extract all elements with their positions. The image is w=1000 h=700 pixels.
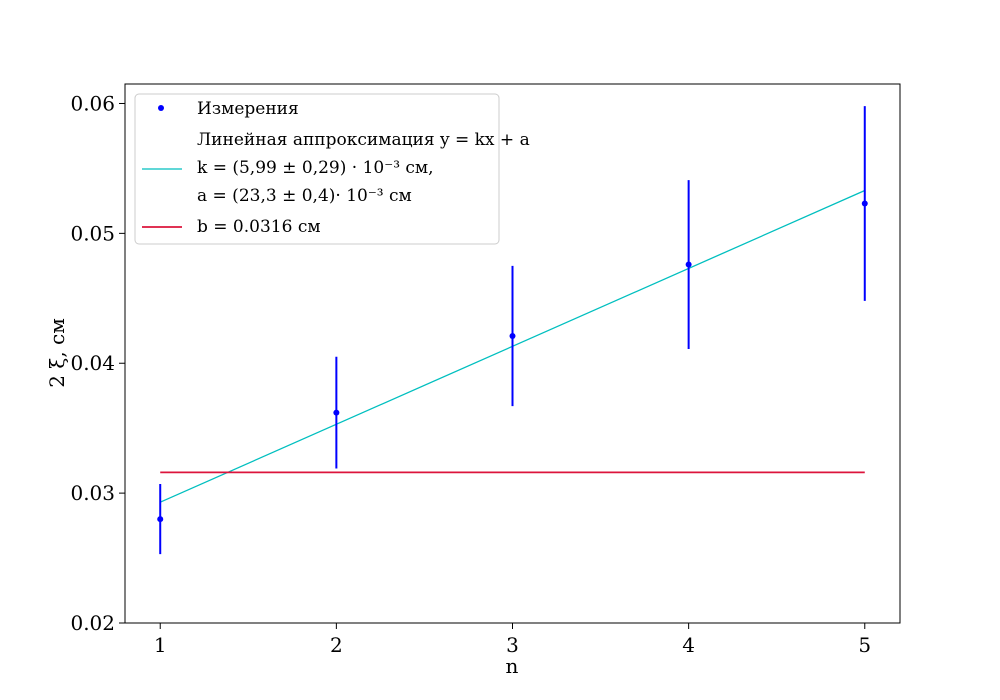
x-tick-label: 2: [330, 633, 343, 657]
data-point: [333, 409, 340, 416]
x-tick-label: 4: [682, 633, 695, 657]
y-tick-label: 0.03: [70, 481, 115, 505]
data-point: [509, 332, 516, 339]
legend-box: [134, 93, 500, 245]
y-tick-label: 0.05: [70, 221, 115, 245]
y-tick-label: 0.06: [70, 91, 115, 115]
y-axis-label: 2 ξ, см: [45, 318, 69, 388]
axis-ticks: 1 2 3 4 5 0.02 0.03 0.04 0.05 0.06: [70, 91, 871, 657]
y-tick-label: 0.04: [70, 351, 115, 375]
x-tick-label: 5: [858, 633, 871, 657]
data-point: [157, 516, 164, 523]
x-tick-label: 3: [506, 633, 519, 657]
plot-area: [157, 106, 868, 555]
y-tick-label: 0.02: [70, 611, 115, 635]
data-point: [861, 200, 868, 207]
x-tick-label: 1: [154, 633, 167, 657]
legend-label-measurements: Измерения: [197, 99, 299, 119]
legend-marker-measurements: [158, 105, 164, 111]
legend: Измерения Линейная аппроксимация y = kx …: [134, 93, 530, 245]
x-axis-label: n: [506, 654, 519, 678]
legend-label-fit-k: k = (5,99 ± 0,29) · 10⁻³ см,: [197, 158, 434, 178]
legend-label-fit: Линейная аппроксимация y = kx + a: [197, 130, 530, 150]
data-point: [685, 261, 692, 268]
legend-label-b: b = 0.0316 см: [197, 217, 321, 237]
legend-label-fit-a: a = (23,3 ± 0,4)· 10⁻³ см: [197, 186, 412, 206]
